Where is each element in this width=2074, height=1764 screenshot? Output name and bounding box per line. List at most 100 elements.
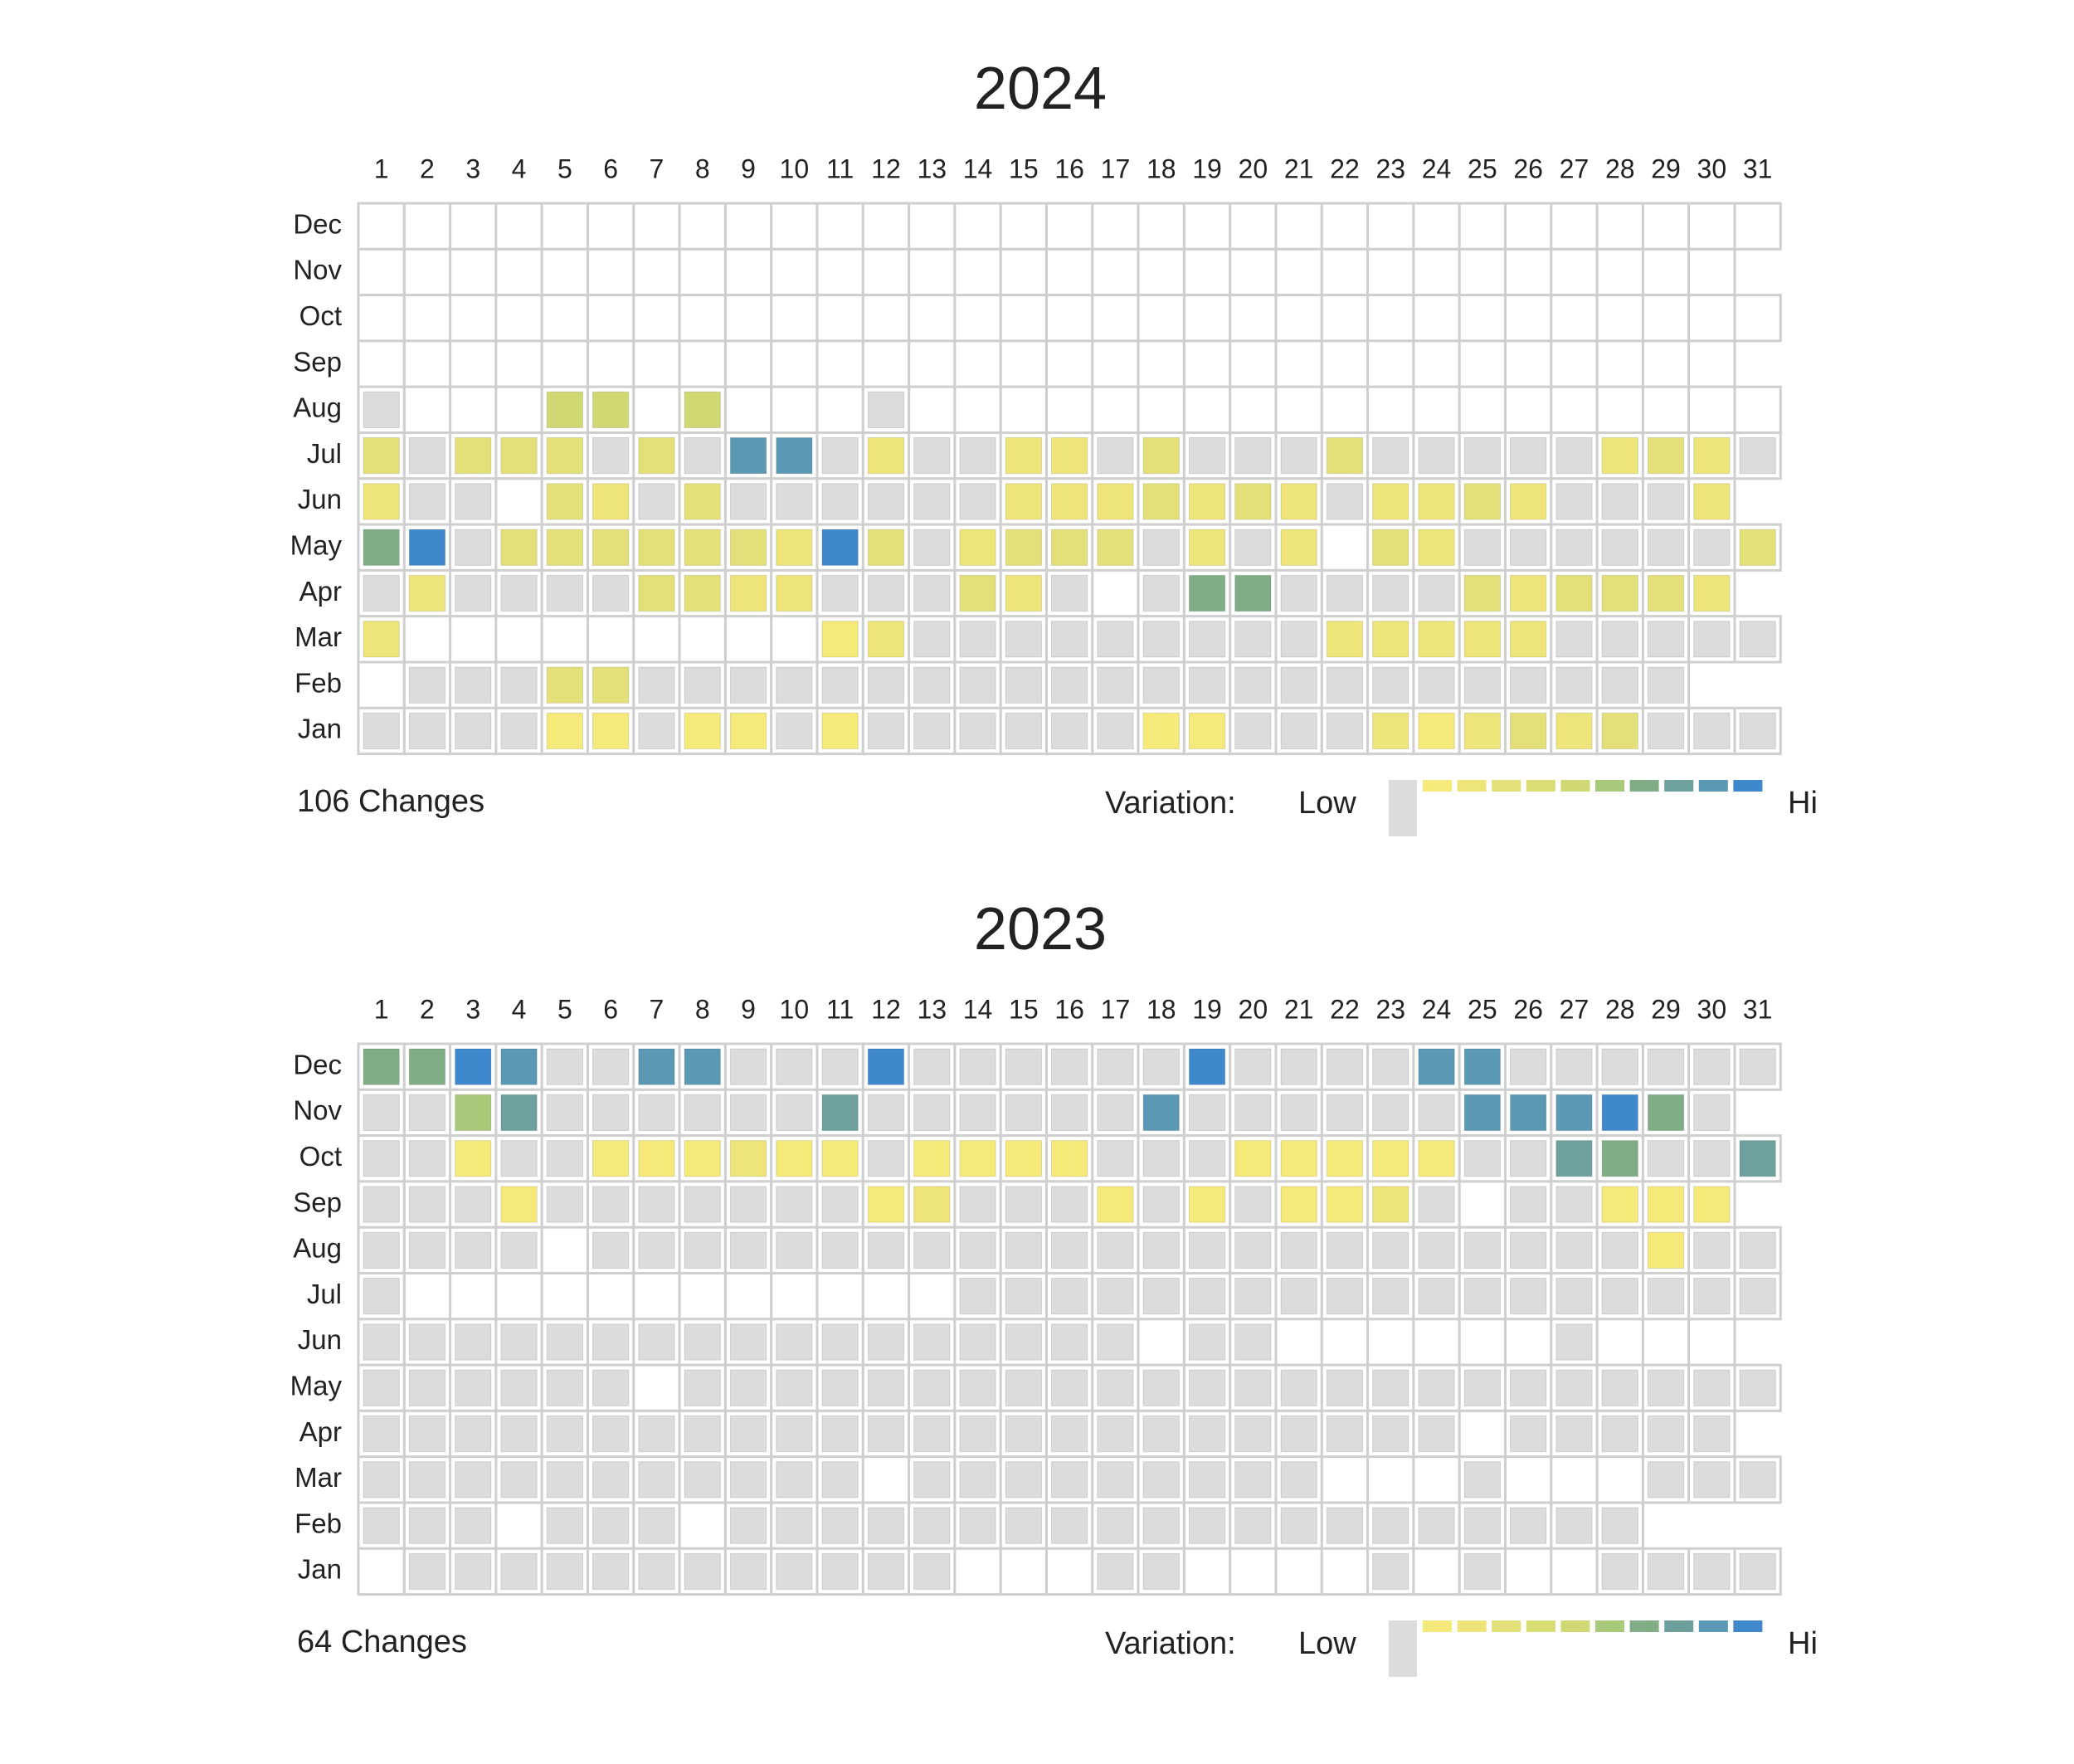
cell <box>1097 1278 1134 1315</box>
column-label: 24 <box>1422 153 1452 183</box>
cell <box>546 666 584 704</box>
cell-box <box>494 1272 543 1321</box>
cell <box>959 1278 996 1315</box>
cell <box>776 1186 813 1223</box>
cell <box>1372 1552 1409 1591</box>
cell <box>1510 621 1547 658</box>
column-label: 15 <box>1009 994 1039 1024</box>
cell <box>1188 1461 1226 1498</box>
cell <box>1372 712 1409 750</box>
cell <box>1647 437 1685 475</box>
cell <box>1418 1369 1455 1406</box>
cell <box>1142 1186 1180 1223</box>
cell <box>1463 712 1501 750</box>
cell-box <box>1045 385 1094 435</box>
cell-box <box>723 385 773 435</box>
cell-box <box>678 247 727 297</box>
cell <box>1647 621 1685 658</box>
cell <box>1005 1278 1042 1315</box>
cell <box>684 1140 721 1177</box>
cell <box>1463 529 1501 566</box>
cell <box>455 1231 492 1269</box>
cell <box>867 1507 905 1544</box>
cell <box>1188 437 1226 475</box>
cell-box <box>1137 339 1185 388</box>
row-label: Feb <box>295 1508 342 1538</box>
cell-box <box>1504 202 1553 251</box>
cell <box>1693 1415 1731 1453</box>
row-label: Jun <box>298 484 342 514</box>
cell <box>1647 1094 1685 1132</box>
cell-box <box>357 1547 406 1596</box>
cell <box>867 1231 905 1269</box>
cell <box>867 712 905 750</box>
row-label: Jan <box>298 1554 342 1585</box>
column-label: 18 <box>1147 153 1176 183</box>
cell <box>1188 1048 1226 1085</box>
column-label: 16 <box>1054 153 1084 183</box>
cell <box>363 437 400 475</box>
cell <box>1097 621 1134 658</box>
cell-box <box>1137 294 1185 343</box>
cell <box>1372 483 1409 520</box>
cell-box <box>1458 202 1507 251</box>
column-label: 3 <box>465 994 480 1024</box>
cell <box>1326 1415 1364 1453</box>
cell <box>1463 1231 1501 1269</box>
cell <box>1234 712 1272 750</box>
cell <box>821 1415 859 1453</box>
cell <box>729 1461 767 1498</box>
cell <box>592 1507 630 1544</box>
cell <box>1647 666 1685 704</box>
cell <box>959 1323 996 1361</box>
row-label: Nov <box>293 1095 342 1126</box>
cell <box>1188 666 1226 704</box>
column-label: 28 <box>1605 153 1635 183</box>
cell <box>867 437 905 475</box>
cell <box>821 529 859 566</box>
cell <box>638 1461 675 1498</box>
cell <box>776 712 813 750</box>
cell-box <box>402 615 452 664</box>
cell-box <box>1274 202 1323 251</box>
cell-box <box>540 615 590 664</box>
cell-box <box>1550 247 1599 297</box>
cell <box>1234 1140 1272 1177</box>
cell <box>546 1369 584 1406</box>
legend-swatch <box>1595 780 1624 792</box>
cell <box>1647 1186 1685 1223</box>
column-label: 6 <box>603 153 618 183</box>
legend-swatch <box>1423 1620 1452 1632</box>
column-label: 19 <box>1192 153 1222 183</box>
row-label: Jan <box>298 714 342 744</box>
cell <box>1739 1140 1776 1177</box>
column-label: 13 <box>917 994 947 1024</box>
cell <box>1280 1369 1317 1406</box>
column-label: 13 <box>917 153 947 183</box>
cell <box>1510 1415 1547 1453</box>
cell <box>1097 1461 1134 1498</box>
cell-box <box>770 294 819 343</box>
cell <box>1326 666 1364 704</box>
cell <box>1418 1507 1455 1544</box>
cell-box <box>1504 1318 1553 1367</box>
column-label: 12 <box>871 153 901 183</box>
cell <box>867 1552 905 1591</box>
cell <box>500 1048 538 1085</box>
cell-box <box>402 339 452 388</box>
legend-swatch <box>1698 780 1728 792</box>
legend-high: Hi <box>1788 1626 1818 1661</box>
cell <box>821 1552 859 1591</box>
cell <box>1372 1278 1409 1315</box>
cell <box>1005 1507 1042 1544</box>
column-label: 4 <box>512 994 527 1024</box>
cell <box>1005 666 1042 704</box>
cell-box <box>1274 1318 1323 1367</box>
cell <box>1188 1507 1226 1544</box>
cell <box>1556 483 1593 520</box>
cell <box>546 391 584 429</box>
cell <box>1326 437 1364 475</box>
cell <box>959 666 996 704</box>
cell <box>1326 1507 1364 1544</box>
cell <box>546 483 584 520</box>
